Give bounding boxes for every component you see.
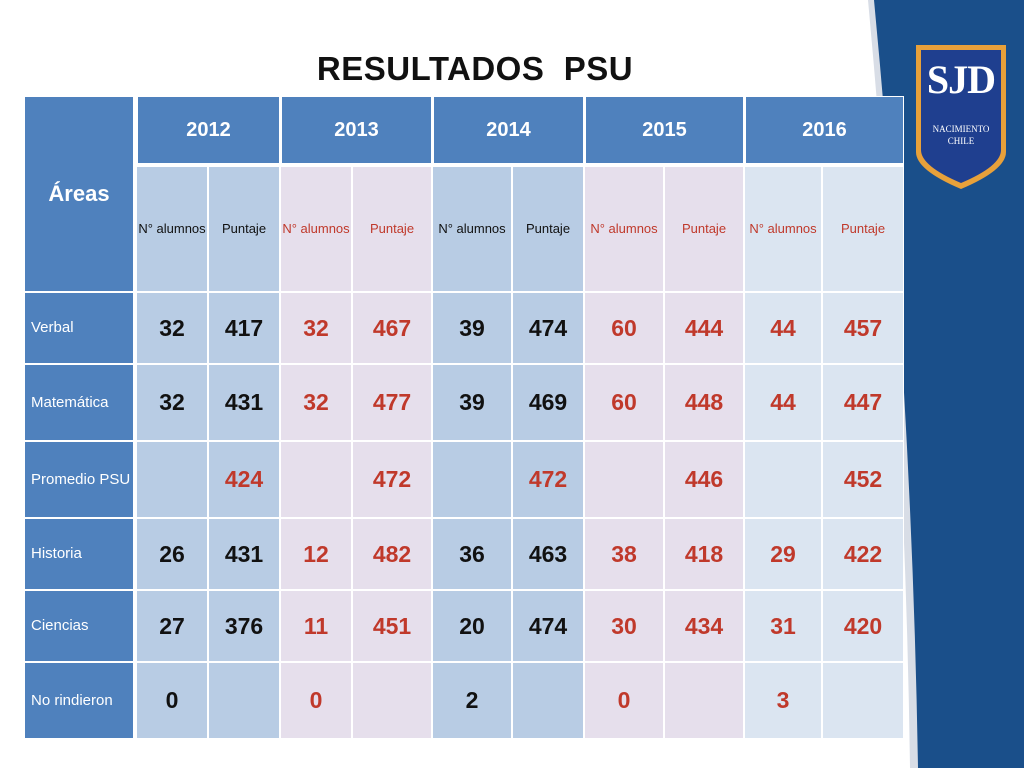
row-label: Verbal [24, 292, 136, 364]
table-cell: 447 [822, 364, 904, 441]
table-cell: 29 [744, 518, 822, 590]
logo-main-text: SJD [926, 57, 996, 102]
sub-header-n-alumnos: N° alumnos [280, 166, 352, 292]
table-cell: 20 [432, 590, 512, 662]
row-label: Historia [24, 518, 136, 590]
table-cell: 417 [208, 292, 280, 364]
table-cell [280, 441, 352, 518]
areas-header: Áreas [24, 96, 136, 292]
table-cell: 434 [664, 590, 744, 662]
table-cell: 32 [136, 292, 208, 364]
table-cell: 424 [208, 441, 280, 518]
table-row-promedio-psu: Promedio PSU 424 472 472 446 452 [24, 441, 904, 518]
table-cell: 39 [432, 364, 512, 441]
table-cell: 431 [208, 518, 280, 590]
table-cell: 32 [280, 292, 352, 364]
table-cell: 431 [208, 364, 280, 441]
table-cell [352, 662, 432, 739]
table-cell: 32 [136, 364, 208, 441]
table-cell: 452 [822, 441, 904, 518]
table-cell [664, 662, 744, 739]
year-header-2013: 2013 [280, 96, 432, 166]
table-cell [744, 441, 822, 518]
year-header-2014: 2014 [432, 96, 584, 166]
table-cell: 444 [664, 292, 744, 364]
logo-subtitle-2: CHILE [947, 136, 975, 146]
table-cell: 39 [432, 292, 512, 364]
results-table: Áreas 2012 2013 2014 2015 2016 N° alumno… [24, 96, 904, 739]
table-cell: 469 [512, 364, 584, 441]
table-cell [208, 662, 280, 739]
table-row-no-rindieron: No rindieron 0 0 2 0 3 [24, 662, 904, 739]
table-cell: 422 [822, 518, 904, 590]
table-cell: 0 [136, 662, 208, 739]
table-cell: 30 [584, 590, 664, 662]
table-cell: 12 [280, 518, 352, 590]
page-title: RESULTADOS PSU [316, 50, 634, 87]
table-cell: 418 [664, 518, 744, 590]
table-cell: 44 [744, 292, 822, 364]
sub-header-n-alumnos: N° alumnos [584, 166, 664, 292]
table-cell: 31 [744, 590, 822, 662]
table-cell: 44 [744, 364, 822, 441]
year-header-2016: 2016 [744, 96, 904, 166]
table-cell: 472 [512, 441, 584, 518]
table-cell: 60 [584, 364, 664, 441]
table-cell: 27 [136, 590, 208, 662]
table-cell [432, 441, 512, 518]
table-cell [584, 441, 664, 518]
sub-header-n-alumnos: N° alumnos [744, 166, 822, 292]
results-table-wrapper: Áreas 2012 2013 2014 2015 2016 N° alumno… [24, 96, 904, 739]
table-cell: 420 [822, 590, 904, 662]
table-cell: 467 [352, 292, 432, 364]
table-cell: 32 [280, 364, 352, 441]
table-cell: 482 [352, 518, 432, 590]
row-label: No rindieron [24, 662, 136, 739]
shield-icon [916, 45, 1006, 189]
table-row-ciencias: Ciencias 27 376 11 451 20 474 30 434 31 … [24, 590, 904, 662]
table-cell: 26 [136, 518, 208, 590]
table-cell: 11 [280, 590, 352, 662]
table-cell: 376 [208, 590, 280, 662]
table-cell: 2 [432, 662, 512, 739]
table-cell: 472 [352, 441, 432, 518]
sub-header-n-alumnos: N° alumnos [432, 166, 512, 292]
sub-header-n-alumnos: N° alumnos [136, 166, 208, 292]
school-logo: SJD NACIMIENTO CHILE [913, 42, 1009, 192]
table-cell: 477 [352, 364, 432, 441]
sub-header-puntaje: Puntaje [822, 166, 904, 292]
table-cell: 474 [512, 590, 584, 662]
sub-header-row: N° alumnos Puntaje N° alumnos Puntaje N°… [24, 166, 904, 292]
table-cell: 451 [352, 590, 432, 662]
year-header-2015: 2015 [584, 96, 744, 166]
table-cell: 457 [822, 292, 904, 364]
table-row-historia: Historia 26 431 12 482 36 463 38 418 29 … [24, 518, 904, 590]
sub-header-puntaje: Puntaje [352, 166, 432, 292]
sub-header-puntaje: Puntaje [512, 166, 584, 292]
table-cell: 448 [664, 364, 744, 441]
table-cell: 0 [584, 662, 664, 739]
table-row-verbal: Verbal 32 417 32 467 39 474 60 444 44 45… [24, 292, 904, 364]
table-row-matematica: Matemática 32 431 32 477 39 469 60 448 4… [24, 364, 904, 441]
sub-header-puntaje: Puntaje [208, 166, 280, 292]
table-cell: 36 [432, 518, 512, 590]
table-cell: 3 [744, 662, 822, 739]
table-cell [512, 662, 584, 739]
row-label: Promedio PSU [24, 441, 136, 518]
table-cell: 38 [584, 518, 664, 590]
logo-subtitle-1: NACIMIENTO [932, 124, 990, 134]
row-label: Matemática [24, 364, 136, 441]
table-cell: 446 [664, 441, 744, 518]
table-cell [136, 441, 208, 518]
table-cell: 0 [280, 662, 352, 739]
table-cell: 60 [584, 292, 664, 364]
table-cell: 474 [512, 292, 584, 364]
sub-header-puntaje: Puntaje [664, 166, 744, 292]
table-cell: 463 [512, 518, 584, 590]
year-header-row: Áreas 2012 2013 2014 2015 2016 [24, 96, 904, 292]
table-cell [822, 662, 904, 739]
row-label: Ciencias [24, 590, 136, 662]
year-header-2012: 2012 [136, 96, 280, 166]
